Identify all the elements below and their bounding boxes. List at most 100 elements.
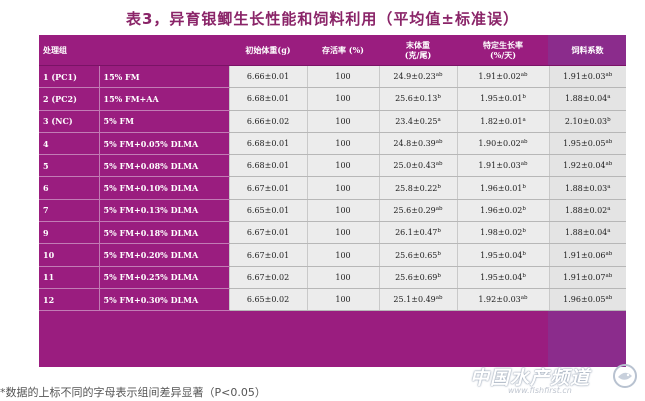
cell-initial-weight-value: 6.66±0.01 bbox=[246, 72, 290, 82]
cell-diet: 5% FM+0.13% DLMA bbox=[98, 199, 229, 223]
cell-group-id-value: 10 bbox=[43, 250, 55, 261]
cell-initial-weight-value: 6.68±0.01 bbox=[246, 161, 290, 171]
cell-group-id-value: 2 (PC2) bbox=[43, 93, 77, 104]
cell-survival-value: 100 bbox=[335, 205, 351, 215]
table-row: 5 5% FM+0.08% DLMA 6.68±0.01 100 25.0±0.43ab… bbox=[39, 154, 626, 178]
cell-group-id-value: 1 (PC1) bbox=[43, 71, 77, 82]
cell-group-id-value: 9 bbox=[43, 227, 49, 238]
header-group: 处理组 bbox=[39, 35, 229, 66]
cell-fcr-value: 1.95±0.05 bbox=[563, 139, 606, 149]
cell-initial-weight: 6.68±0.01 bbox=[228, 132, 307, 156]
cell-fcr-value: 1.91±0.03 bbox=[563, 72, 606, 82]
cell-final-weight-value: 25.6±0.13 bbox=[395, 94, 438, 104]
cell-survival: 100 bbox=[306, 176, 379, 200]
cell-diet-value: 5% FM+0.13% DLMA bbox=[103, 205, 199, 216]
cell-sgr-value: 1.98±0.02 bbox=[480, 228, 523, 238]
cell-initial-weight-value: 6.67±0.01 bbox=[246, 228, 290, 238]
cell-sgr-superscript: b bbox=[522, 205, 526, 212]
header-survival: 存活率 (%) bbox=[307, 35, 379, 66]
cell-group-id: 3 (NC) bbox=[39, 110, 99, 133]
table-row: 4 5% FM+0.05% DLMA 6.68±0.01 100 24.8±0.39ab… bbox=[39, 132, 626, 156]
table-row: 10 5% FM+0.20% DLMA 6.67±0.01 100 25.6±0.65b… bbox=[39, 243, 626, 267]
cell-sgr: 1.96±0.01b bbox=[456, 176, 549, 200]
cell-initial-weight-value: 6.68±0.01 bbox=[246, 139, 290, 149]
cell-diet: 5% FM+0.18% DLMA bbox=[98, 221, 229, 245]
cell-sgr-superscript: ab bbox=[520, 139, 528, 146]
header-sgr-line1: 特定生长率 bbox=[483, 40, 523, 50]
cell-group-id-value: 5 bbox=[43, 160, 49, 171]
cell-final-weight-superscript: a bbox=[437, 116, 441, 123]
cell-survival: 100 bbox=[306, 288, 379, 312]
cell-survival: 100 bbox=[306, 154, 379, 178]
cell-diet: 15% FM+AA bbox=[98, 87, 229, 111]
watermark: 中国水产频道 www.fishfirst.cn bbox=[470, 363, 640, 397]
cell-final-weight-superscript: b bbox=[437, 250, 441, 257]
cell-survival: 100 bbox=[306, 132, 379, 156]
cell-initial-weight-value: 6.65±0.01 bbox=[246, 205, 290, 215]
cell-sgr: 1.95±0.04b bbox=[456, 266, 549, 289]
cell-group-id: 2 (PC2) bbox=[39, 87, 99, 111]
cell-initial-weight: 6.65±0.01 bbox=[228, 199, 307, 223]
cell-fcr-value: 1.91±0.07 bbox=[563, 272, 606, 282]
cell-initial-weight: 6.66±0.01 bbox=[228, 65, 307, 89]
cell-sgr: 1.90±0.02ab bbox=[456, 132, 549, 156]
cell-final-weight: 24.9±0.23ab bbox=[378, 65, 457, 89]
cell-survival-value: 100 bbox=[335, 295, 351, 305]
header-sgr: 特定生长率 (%/天) bbox=[457, 35, 549, 66]
cell-fcr: 1.92±0.04ab bbox=[548, 154, 626, 178]
table-title: 表3，异育银鲫生长性能和饲料利用（平均值±标准误） bbox=[125, 10, 519, 28]
cell-sgr-superscript: b bbox=[522, 272, 526, 279]
table-row: 6 5% FM+0.10% DLMA 6.67±0.01 100 25.8±0.22b 1… bbox=[39, 176, 626, 200]
fish-logo-icon bbox=[613, 364, 637, 388]
header-final-weight-line1: 末体重 bbox=[406, 40, 430, 50]
table-row: 2 (PC2) 15% FM+AA 6.68±0.01 100 25.6±0.13b 1.… bbox=[39, 87, 626, 111]
cell-diet-value: 5% FM+0.20% DLMA bbox=[103, 250, 199, 261]
cell-final-weight: 25.6±0.29ab bbox=[378, 199, 457, 223]
cell-initial-weight-value: 6.66±0.02 bbox=[246, 116, 290, 126]
cell-group-id: 12 bbox=[39, 288, 99, 312]
cell-survival: 100 bbox=[306, 110, 379, 133]
cell-sgr: 1.95±0.01b bbox=[456, 87, 549, 111]
cell-final-weight: 23.4±0.25a bbox=[378, 110, 457, 133]
cell-sgr-value: 1.91±0.02 bbox=[478, 72, 521, 82]
cell-diet-value: 5% FM+0.10% DLMA bbox=[103, 183, 199, 194]
cell-survival-value: 100 bbox=[335, 250, 351, 260]
cell-initial-weight: 6.68±0.01 bbox=[228, 87, 307, 111]
cell-group-id: 10 bbox=[39, 243, 99, 267]
cell-initial-weight: 6.67±0.01 bbox=[228, 221, 307, 245]
cell-fcr: 1.95±0.05ab bbox=[548, 132, 626, 156]
cell-final-weight-value: 25.0±0.43 bbox=[393, 161, 436, 171]
cell-sgr-superscript: ab bbox=[520, 161, 528, 168]
cell-diet-value: 5% FM bbox=[103, 116, 135, 127]
table-row: 3 (NC) 5% FM 6.66±0.02 100 23.4±0.25a 1.82±0.… bbox=[39, 110, 626, 133]
cell-fcr-value: 1.92±0.04 bbox=[563, 161, 606, 171]
cell-sgr-value: 1.91±0.03 bbox=[478, 161, 521, 171]
cell-final-weight-value: 26.1±0.47 bbox=[395, 228, 438, 238]
cell-group-id-value: 4 bbox=[43, 138, 49, 149]
cell-fcr: 1.91±0.07ab bbox=[548, 266, 626, 289]
cell-final-weight-value: 24.8±0.39 bbox=[393, 139, 436, 149]
cell-fcr: 1.88±0.04a bbox=[548, 87, 626, 111]
cell-final-weight-superscript: ab bbox=[435, 205, 443, 212]
cell-fcr: 1.96±0.05ab bbox=[548, 288, 626, 312]
cell-sgr-value: 1.96±0.01 bbox=[480, 183, 523, 193]
cell-fcr-superscript: ab bbox=[605, 295, 613, 302]
cell-survival: 100 bbox=[306, 87, 379, 111]
cell-fcr-superscript: ab bbox=[605, 72, 613, 79]
cell-final-weight-superscript: b bbox=[437, 183, 441, 190]
cell-fcr: 1.88±0.02a bbox=[548, 199, 626, 223]
table-header-row: 处理组 初始体重(g) 存活率 (%) 末体重 (克/尾) 特定生长率 (%/天… bbox=[39, 35, 626, 66]
cell-diet: 5% FM+0.08% DLMA bbox=[98, 154, 229, 178]
cell-sgr-superscript: b bbox=[522, 183, 526, 190]
cell-final-weight: 25.0±0.43ab bbox=[378, 154, 457, 178]
table-row: 11 5% FM+0.25% DLMA 6.67±0.02 100 25.6±0.69b… bbox=[39, 266, 626, 289]
cell-sgr-value: 1.90±0.02 bbox=[478, 139, 521, 149]
cell-fcr-value: 1.96±0.05 bbox=[563, 295, 606, 305]
cell-group-id: 5 bbox=[39, 154, 99, 178]
cell-fcr: 2.10±0.03b bbox=[548, 110, 626, 133]
cell-sgr-superscript: b bbox=[522, 250, 526, 257]
cell-initial-weight-value: 6.67±0.01 bbox=[246, 250, 290, 260]
cell-diet: 5% FM+0.25% DLMA bbox=[98, 266, 229, 289]
header-final-weight-line2: (克/尾) bbox=[404, 50, 432, 60]
cell-group-id-value: 11 bbox=[43, 272, 55, 283]
